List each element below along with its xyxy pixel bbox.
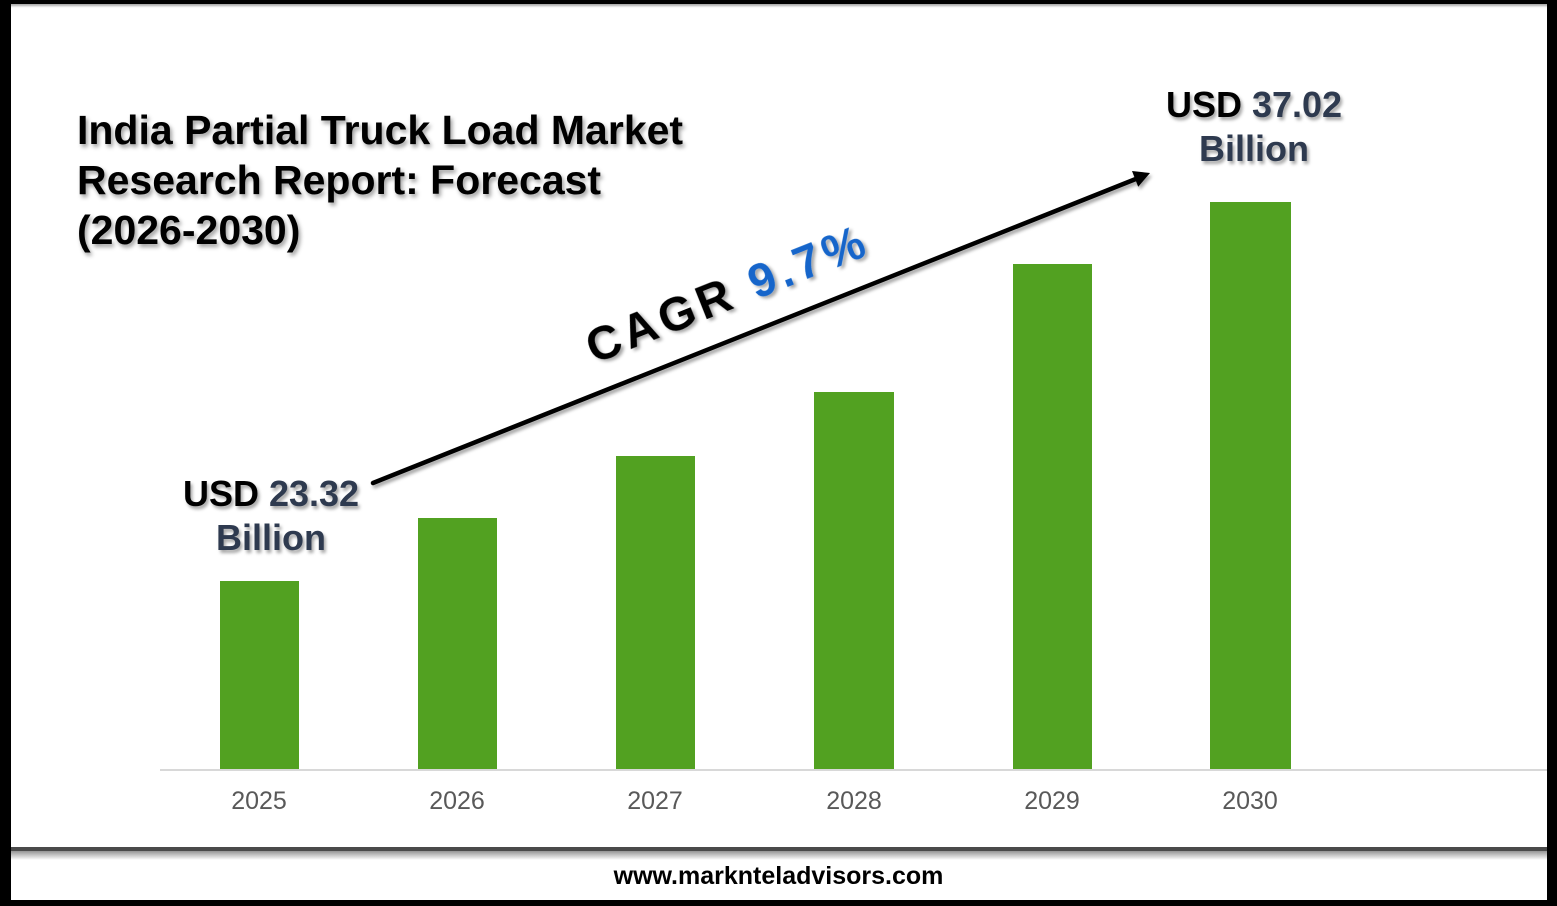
svg-text:CAGR 9.7%: CAGR 9.7%: [578, 213, 876, 373]
